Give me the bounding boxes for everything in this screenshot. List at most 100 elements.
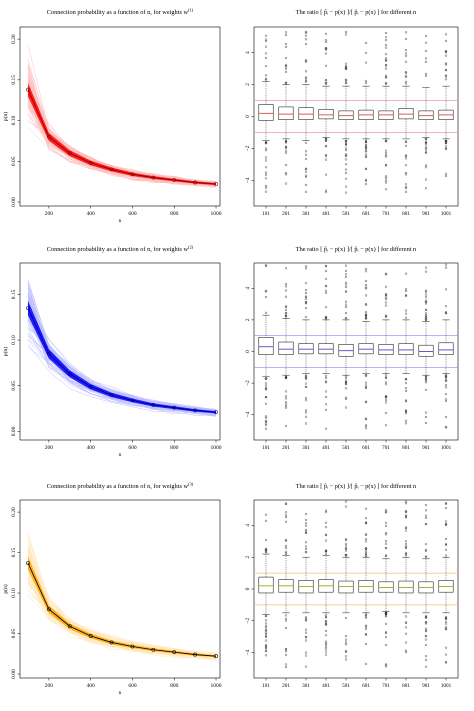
outlier-point (344, 546, 348, 550)
x-tick-label: 801 (402, 211, 410, 217)
outlier-point (344, 380, 348, 383)
outlier-point (364, 417, 368, 420)
outlier-point (264, 654, 268, 657)
outlier-point (324, 374, 328, 377)
x-tick-label: 801 (402, 445, 410, 451)
x-tick-label: 1000 (211, 211, 222, 217)
trajectory-line (27, 538, 217, 655)
outlier-point (404, 80, 408, 83)
outlier-point (384, 179, 388, 182)
outlier-point (304, 377, 308, 380)
outlier-point (324, 643, 328, 646)
outlier-point (444, 68, 448, 72)
outlier-point (364, 386, 368, 390)
mean-point (193, 652, 198, 657)
outlier-point (384, 76, 388, 79)
outlier-point (444, 393, 448, 396)
x-axis-label: n (119, 218, 122, 224)
outlier-point (444, 542, 448, 546)
trajectory-line (27, 113, 217, 188)
outlier-point (304, 547, 308, 551)
trajectory-line (27, 85, 217, 182)
outlier-point (364, 613, 368, 616)
outlier-point (304, 79, 308, 82)
outlier-point (424, 503, 428, 507)
outlier-points (344, 264, 348, 409)
boxplot-chart-1: The ratio [ p̂ᵢ − p(x) ]/[ p̂ᵢ − p(x) ] … (245, 9, 459, 217)
box (278, 341, 294, 355)
outlier-point (264, 549, 268, 552)
outlier-point (424, 635, 428, 638)
outlier-point (344, 185, 348, 188)
outlier-point (444, 415, 448, 419)
outlier-point (424, 72, 428, 76)
outlier-point (444, 374, 448, 377)
mean-point (88, 634, 93, 638)
outlier-point (324, 48, 328, 51)
outlier-point (344, 641, 348, 644)
outlier-point (384, 293, 388, 296)
outlier-point (424, 178, 428, 181)
outlier-point (424, 411, 428, 414)
outlier-point (384, 508, 388, 512)
outlier-point (344, 139, 348, 143)
outlier-point (304, 59, 308, 62)
outlier-point (284, 67, 288, 70)
outlier-point (304, 396, 308, 400)
box (398, 343, 414, 355)
outlier-point (404, 540, 408, 543)
x-tick-label: 901 (422, 445, 430, 451)
outlier-point (404, 553, 408, 556)
outlier-point (444, 75, 448, 78)
outlier-point (424, 658, 428, 662)
outlier-point (264, 646, 268, 649)
outlier-point (264, 639, 268, 642)
outlier-point (344, 33, 348, 36)
trajectory-line (27, 577, 217, 660)
outlier-point (284, 514, 288, 517)
outlier-point (404, 400, 408, 403)
outlier-point (344, 505, 348, 508)
outlier-point (324, 650, 328, 653)
outlier-point (324, 521, 328, 524)
outlier-point (264, 422, 268, 425)
mean-point (130, 644, 135, 649)
outlier-points (384, 272, 388, 427)
outlier-point (324, 40, 328, 44)
trajectory-line (27, 300, 217, 412)
outlier-point (324, 317, 328, 320)
mean-point (26, 87, 30, 92)
outlier-point (384, 424, 388, 427)
box (438, 342, 454, 355)
outlier-point (284, 653, 288, 657)
chart-title-text: Connection probability as a function of … (47, 246, 189, 253)
trajectory-line (27, 103, 217, 186)
mean-line (27, 307, 217, 413)
outlier-point (264, 147, 268, 150)
outlier-point (264, 619, 268, 622)
outlier-point (424, 41, 428, 44)
outlier-point (384, 383, 388, 386)
outlier-point (424, 74, 428, 77)
mean-point (214, 654, 218, 659)
mean-point (109, 167, 114, 172)
outlier-point (424, 616, 428, 619)
outlier-point (344, 635, 348, 638)
outlier-point (304, 30, 308, 33)
outlier-point (324, 264, 328, 268)
outlier-point (284, 511, 288, 514)
outlier-point (424, 421, 428, 425)
trajectory-line (27, 322, 217, 411)
outlier-point (284, 552, 288, 555)
mean-point (46, 351, 51, 356)
x-tick-label: 800 (170, 211, 179, 217)
outlier-point (364, 381, 368, 384)
outlier-point (304, 34, 308, 37)
x-tick-label: 101 (262, 211, 270, 217)
chart-title: Connection probability as a function of … (47, 482, 194, 491)
outlier-point (304, 385, 308, 389)
outlier-point (284, 45, 288, 49)
outlier-point (364, 507, 368, 510)
outlier-point (404, 500, 408, 503)
outlier-point (404, 141, 408, 144)
